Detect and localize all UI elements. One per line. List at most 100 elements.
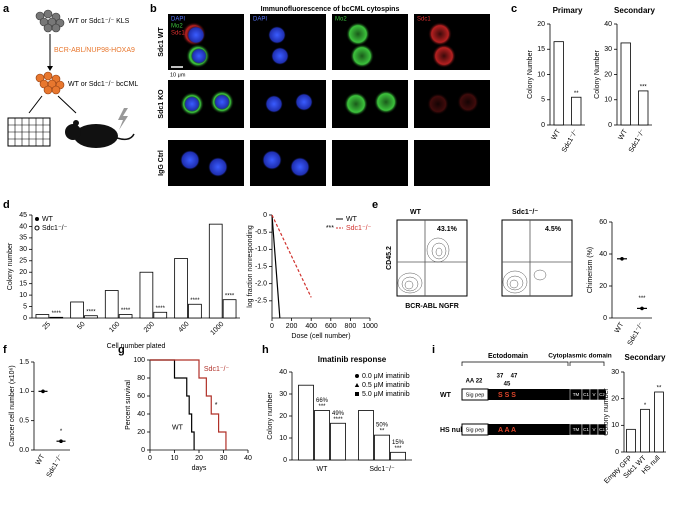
segment-label: C1 bbox=[583, 427, 589, 432]
bar bbox=[70, 301, 84, 319]
significance: **** bbox=[225, 293, 235, 299]
panel-e-flow: WT Sdc1⁻/⁻ 43.1% 4.5% CD45.2 BCR-ABL NGF… bbox=[386, 209, 573, 310]
segment-label: V bbox=[592, 392, 595, 397]
legend-label: 0.5 μM imatinib bbox=[362, 382, 410, 389]
cell bbox=[290, 157, 310, 177]
x-tick-label: 800 bbox=[345, 323, 357, 330]
significance: **** bbox=[86, 309, 96, 315]
significance: ** bbox=[657, 386, 662, 392]
panel-i-diagram: Ectodomain Cytoplasmic domain AA 22 37 4… bbox=[440, 353, 612, 436]
panel-label: e bbox=[372, 199, 378, 211]
cell bbox=[428, 22, 452, 46]
row-label: Sdc1 WT bbox=[158, 26, 165, 56]
x-tick-label: 0 bbox=[270, 323, 274, 330]
significance: **** bbox=[156, 306, 166, 312]
y-tick-label: 20 bbox=[604, 71, 612, 78]
site-label: A A A bbox=[498, 427, 516, 434]
kls-label: WT or Sdc1⁻/⁻ KLS bbox=[68, 18, 130, 25]
bar bbox=[153, 311, 168, 319]
cell bbox=[35, 73, 45, 83]
panel-label: h bbox=[262, 344, 269, 356]
y-tick-label: 10 bbox=[19, 292, 27, 299]
group-label: Sdc1⁻/⁻ bbox=[512, 209, 538, 216]
y-tick-label: 30 bbox=[611, 369, 619, 376]
line bbox=[271, 214, 281, 319]
x-tick-label: 1000 bbox=[362, 323, 378, 330]
flow-plot bbox=[501, 219, 573, 297]
y-axis-label: Colony Number bbox=[594, 50, 601, 99]
point bbox=[59, 439, 63, 444]
bar bbox=[139, 271, 154, 319]
legend-marker bbox=[35, 217, 39, 221]
x-tick-label: 50 bbox=[76, 321, 87, 332]
gate-percent: 43.1% bbox=[437, 226, 458, 233]
cell bbox=[271, 47, 289, 65]
significance: * bbox=[644, 403, 647, 409]
construct-hs-null: Sig pep A A A TM C1 V C2 bbox=[461, 423, 607, 436]
bar bbox=[626, 428, 636, 453]
bar bbox=[208, 223, 223, 319]
mouse-body bbox=[74, 124, 118, 148]
chart-title: Primary bbox=[553, 6, 583, 15]
segment-label: Sig pep bbox=[466, 427, 485, 433]
bar bbox=[104, 290, 119, 319]
chart-title: Secondary bbox=[614, 6, 655, 15]
bar bbox=[374, 434, 390, 461]
x-tick-label: 0 bbox=[148, 455, 152, 462]
legend-label: Sdc1⁻/⁻ bbox=[42, 225, 68, 232]
y-tick-label: 0 bbox=[608, 122, 612, 129]
x-tick-label: WT bbox=[551, 128, 563, 142]
kls-cells bbox=[35, 9, 65, 33]
significance: *** bbox=[640, 84, 648, 90]
significance: **** bbox=[52, 311, 62, 317]
y-tick-label: 40 bbox=[599, 251, 607, 258]
x-tick-label: WT bbox=[35, 453, 47, 467]
cell bbox=[35, 11, 45, 21]
construct-label: BCR-ABL/NUP98-HOXA9 bbox=[54, 47, 135, 54]
row-label: IgG Ctrl bbox=[158, 150, 165, 176]
irradiation-icon bbox=[118, 108, 128, 130]
bar bbox=[35, 314, 50, 319]
contour bbox=[509, 279, 519, 289]
segment-label: V bbox=[592, 427, 595, 432]
x-tick-label: 40 bbox=[244, 455, 252, 462]
x-tick-label: 25 bbox=[42, 321, 53, 332]
y-tick-label: 1.0 bbox=[19, 388, 29, 395]
arrow bbox=[57, 95, 77, 114]
y-axis-label: Colony Number bbox=[527, 50, 534, 99]
axis-label: CD45.2 bbox=[386, 246, 393, 270]
cell bbox=[43, 23, 53, 33]
cell bbox=[262, 150, 282, 170]
x-tick-label: 200 bbox=[286, 323, 298, 330]
cell bbox=[457, 91, 479, 113]
y-tick-label: 40 bbox=[279, 369, 287, 376]
segment bbox=[597, 388, 607, 401]
segment-label: Sig pep bbox=[466, 392, 485, 398]
legend-label: 0.0 μM imatinib bbox=[362, 373, 410, 380]
cell bbox=[191, 48, 207, 64]
segment-label: TM bbox=[573, 427, 580, 432]
bar bbox=[298, 384, 314, 461]
y-tick-label: -1.0 bbox=[255, 246, 267, 253]
bar bbox=[84, 315, 98, 319]
y-tick-label: -2.5 bbox=[255, 298, 267, 305]
y-tick-label: -2.0 bbox=[255, 281, 267, 288]
axis-label: BCR-ABL NGFR bbox=[405, 303, 459, 310]
mouse-tail bbox=[116, 133, 135, 141]
y-tick-label: 30 bbox=[19, 246, 27, 253]
cell bbox=[344, 92, 368, 116]
micrograph bbox=[250, 80, 326, 128]
y-tick-label: 60 bbox=[599, 219, 607, 226]
segment bbox=[597, 423, 607, 436]
contour bbox=[426, 237, 450, 263]
x-tick-label: WT bbox=[618, 128, 630, 142]
panel-label: f bbox=[3, 344, 7, 356]
line bbox=[150, 359, 227, 450]
position-label: 45 bbox=[504, 382, 511, 388]
bar bbox=[390, 451, 406, 461]
cell bbox=[180, 150, 200, 170]
y-tick-label: 20 bbox=[137, 429, 145, 436]
significance: *** bbox=[638, 296, 646, 302]
cell bbox=[184, 96, 200, 112]
segment-label: C2 bbox=[599, 427, 605, 432]
